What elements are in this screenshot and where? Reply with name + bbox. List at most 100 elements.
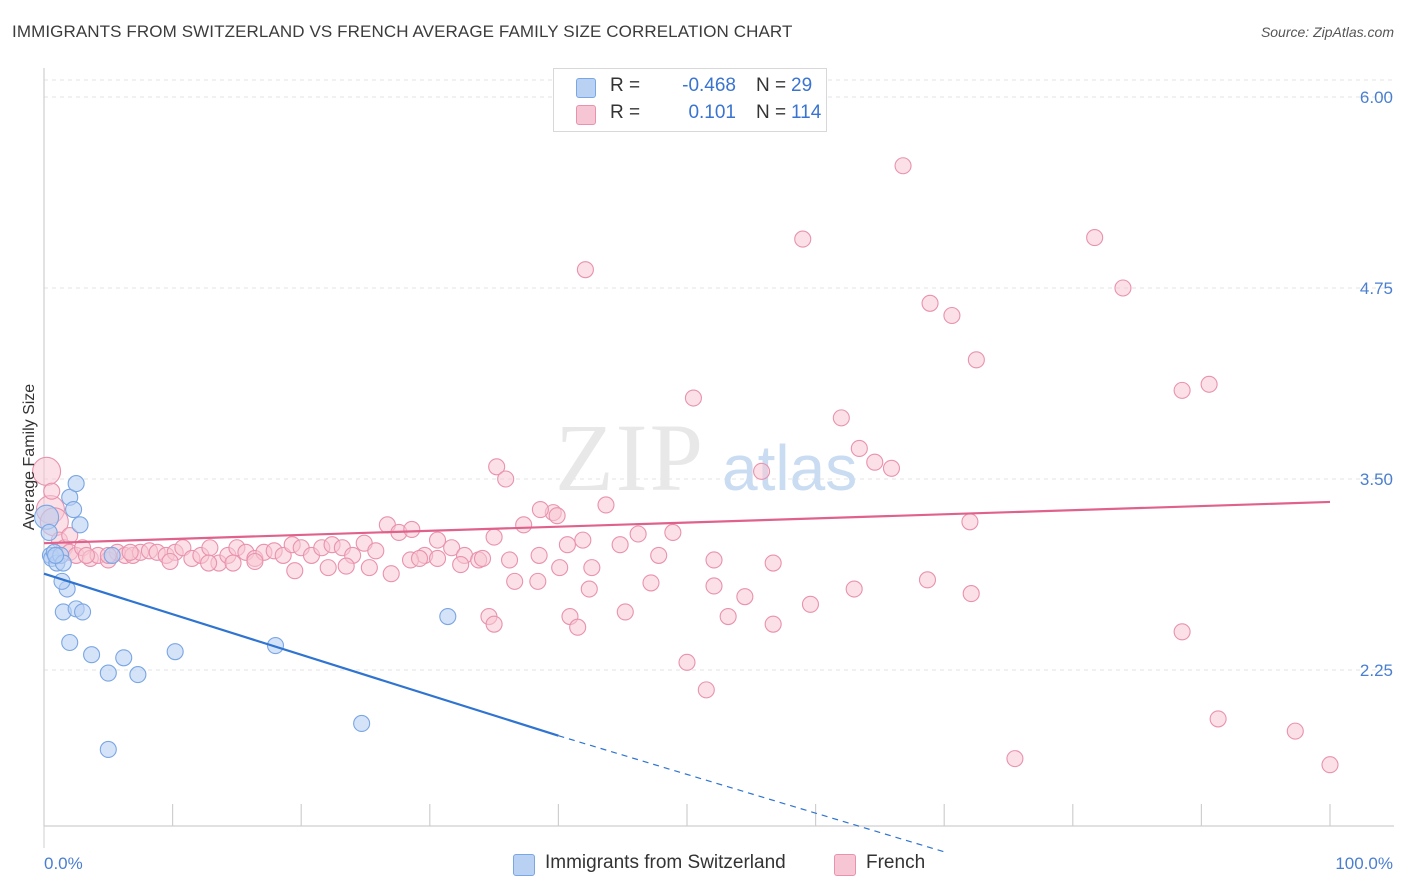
legend-r-label: R = — [610, 75, 641, 96]
french-point — [61, 526, 79, 545]
french-point — [121, 543, 139, 561]
french-point — [428, 549, 447, 568]
french-point — [650, 546, 668, 564]
french-point — [719, 607, 737, 626]
legend-n-label: N = — [756, 102, 787, 123]
french-point — [753, 462, 771, 480]
french-point — [597, 496, 615, 514]
switzerland-trend-line — [43, 572, 559, 737]
french-point — [583, 559, 601, 577]
y-axis-label: Average Family Size — [21, 384, 38, 531]
switzerland-point — [74, 603, 92, 621]
french-point — [551, 559, 569, 577]
switzerland-point — [353, 714, 371, 733]
french-point — [1006, 750, 1024, 768]
french-point — [473, 549, 492, 568]
french-point — [943, 306, 961, 325]
x-tick-label: 100.0% — [1335, 854, 1393, 873]
axes — [43, 68, 1394, 848]
y-tick-label: 4.75 — [1360, 279, 1393, 298]
switzerland-point — [166, 643, 184, 661]
french-point — [882, 459, 901, 477]
french-point — [43, 482, 61, 500]
french-point — [918, 571, 937, 589]
switzerland-trend-extension — [558, 735, 945, 853]
french-point — [764, 554, 782, 572]
switzerland-point — [83, 646, 101, 664]
switzerland-point — [99, 740, 117, 759]
bottom-legend-swatch-switzerland — [513, 854, 535, 876]
x-tick-label: 0.0% — [44, 854, 83, 873]
french-point — [576, 261, 594, 279]
watermark-zip: ZIP — [555, 404, 705, 511]
french-point — [529, 572, 547, 590]
french-point — [77, 546, 95, 564]
legend-r-label: R = — [610, 102, 641, 123]
y-tick-label: 6.00 — [1360, 88, 1393, 107]
french-point — [801, 595, 820, 613]
french-point — [1173, 623, 1191, 641]
french-points — [32, 157, 1339, 774]
french-point — [548, 507, 566, 525]
french-point — [558, 536, 576, 554]
french-point — [506, 572, 524, 590]
switzerland-point — [47, 546, 65, 564]
switzerland-point — [129, 666, 147, 684]
french-point — [845, 580, 863, 598]
french-point — [921, 294, 939, 312]
switzerland-point — [65, 501, 83, 519]
switzerland-points — [34, 475, 457, 759]
french-point — [678, 653, 696, 671]
switzerland-point — [103, 546, 121, 564]
french-point — [616, 603, 634, 621]
y-tick-label: 3.50 — [1360, 470, 1393, 489]
french-point — [286, 562, 304, 580]
switzerland-point — [40, 523, 58, 542]
french-point — [894, 157, 912, 175]
french-point — [485, 615, 503, 633]
french-point — [367, 542, 385, 560]
french-point — [866, 453, 884, 471]
french-point — [684, 389, 702, 407]
source-label: Source: ZipAtlas.com — [1260, 24, 1394, 40]
switzerland-point — [115, 649, 133, 667]
watermark-atlas: atlas — [722, 432, 857, 504]
french-point — [705, 577, 723, 595]
watermark: ZIP atlas — [555, 404, 857, 511]
bottom-legend-label: Immigrants from Switzerland — [545, 852, 786, 873]
french-point — [1173, 381, 1191, 399]
french-point — [1209, 710, 1227, 728]
french-point — [500, 551, 519, 569]
french-point — [201, 539, 219, 557]
french-point — [246, 552, 264, 571]
french-point — [452, 556, 470, 574]
french-point — [497, 470, 515, 488]
french-point — [1200, 375, 1218, 393]
legend-r-value: -0.468 — [682, 75, 736, 96]
french-point — [961, 513, 979, 531]
french-point — [1114, 279, 1132, 297]
correlation-legend: R = -0.468 N = 29 R = 0.101 N = 114 — [553, 68, 827, 132]
french-point — [485, 528, 503, 546]
french-point — [664, 523, 682, 542]
french-point — [443, 539, 461, 557]
switzerland-point — [67, 475, 85, 493]
french-point — [629, 525, 647, 543]
french-point — [200, 554, 218, 572]
french-point — [382, 565, 400, 583]
french-point — [224, 554, 242, 572]
french-point — [850, 439, 868, 457]
french-point — [360, 559, 378, 577]
switzerland-point — [439, 607, 457, 626]
french-point — [530, 546, 548, 564]
legend-swatch-switzerland — [576, 78, 596, 98]
french-point — [410, 549, 429, 568]
french-point — [337, 557, 355, 575]
french-point — [1286, 722, 1304, 740]
french-point — [705, 551, 723, 569]
french-point — [962, 585, 980, 603]
french-point — [794, 230, 812, 248]
switzerland-point — [99, 664, 117, 682]
french-point — [403, 520, 421, 538]
